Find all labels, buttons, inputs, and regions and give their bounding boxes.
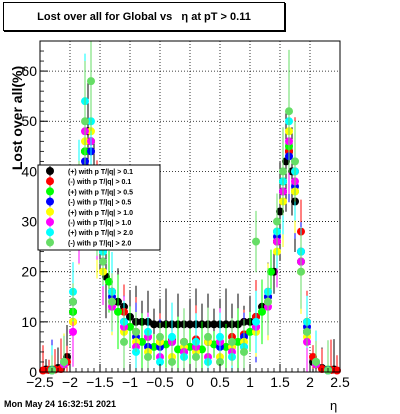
timestamp: Mon May 24 16:32:51 2021	[4, 399, 117, 409]
y-tick-label: 20	[21, 264, 37, 280]
data-point	[192, 352, 200, 361]
data-point	[246, 327, 254, 336]
legend-marker	[46, 197, 54, 206]
data-point	[252, 237, 260, 246]
legend-label: (-) with p T/|q| > 2.0	[68, 240, 131, 247]
data-point	[132, 327, 140, 336]
data-point	[114, 307, 122, 316]
y-tick-label: 40	[21, 163, 37, 179]
legend-marker	[46, 177, 54, 186]
data-point	[240, 347, 248, 356]
x-axis-label: η	[330, 398, 338, 413]
legend-marker	[46, 218, 54, 226]
data-point	[174, 345, 182, 354]
data-point	[264, 297, 272, 306]
data-point	[180, 337, 188, 346]
series-layer	[39, 41, 341, 375]
x-tick-label: −1.5	[86, 374, 114, 390]
data-point	[285, 107, 293, 116]
data-point	[273, 217, 281, 226]
data-point	[60, 357, 68, 366]
x-tick-label: −0.5	[146, 374, 174, 390]
legend-label: (+) with p T/|q| > 2.0	[68, 230, 133, 237]
data-point	[108, 297, 116, 306]
data-point	[168, 332, 176, 341]
x-tick-label: −2	[62, 374, 78, 390]
x-tick-label: −1	[122, 374, 138, 390]
data-point	[150, 320, 158, 329]
legend-marker	[46, 238, 54, 247]
data-point	[132, 347, 140, 356]
data-point	[198, 345, 206, 354]
chart-title: Lost over all for Global vs η at pT > 0.…	[3, 2, 285, 31]
data-point	[105, 277, 113, 286]
data-point	[312, 357, 320, 366]
data-point	[69, 297, 77, 306]
data-point	[69, 327, 77, 336]
legend-label: (+) with p T/|q| > 0.1	[68, 169, 133, 176]
legend-label: (+) with p T/|q| > 1.0	[68, 210, 133, 217]
legend-label: (-) with p T/|q| > 0.5	[68, 200, 131, 207]
data-point	[186, 342, 194, 351]
x-tick-label: 0	[186, 374, 194, 390]
data-point	[81, 117, 89, 126]
data-point	[297, 267, 305, 276]
x-tick-label: 1	[246, 374, 254, 390]
data-point	[216, 357, 224, 366]
data-point	[222, 342, 230, 351]
x-tick-label: −2.5	[26, 374, 54, 390]
x-tick-label: 0.5	[210, 374, 230, 390]
legend: (+) with p T/|q| > 0.1 (-) with p T/|q| >…	[37, 164, 161, 251]
y-tick-label: 50	[21, 113, 37, 129]
legend-marker	[46, 228, 54, 237]
data-point	[126, 322, 134, 331]
data-point	[138, 337, 146, 346]
data-point	[156, 332, 164, 341]
data-point	[252, 317, 260, 326]
legend-label: (+) with p T/|q| > 0.5	[68, 189, 133, 196]
y-tick-label: 0	[29, 364, 37, 380]
data-point	[186, 320, 194, 329]
legend-marker	[46, 167, 54, 175]
data-point	[204, 332, 212, 341]
legend-marker	[46, 187, 54, 196]
data-point	[210, 320, 218, 329]
data-point	[210, 340, 218, 349]
y-axis-label: Lost over all(%)	[9, 65, 25, 171]
data-point	[144, 352, 152, 361]
data-point	[234, 337, 242, 346]
data-point	[87, 77, 95, 86]
legend-label: (-) with p T/|q| > 0.1	[68, 179, 131, 186]
legend-marker	[46, 207, 54, 216]
data-point	[120, 337, 128, 346]
y-tick-label: 10	[21, 314, 37, 330]
x-tick-label: 2	[306, 374, 314, 390]
data-point	[150, 342, 158, 351]
data-point	[291, 157, 299, 166]
x-tick-label: 2.5	[330, 374, 350, 390]
data-point	[99, 257, 107, 266]
data-point	[228, 337, 236, 346]
y-tick-label: 30	[21, 214, 37, 230]
data-point	[156, 357, 164, 366]
data-point	[162, 340, 170, 349]
axis-ticks: −2.5 −2 −1.5 −1 −0.5 0 0.5 1 1.5 2 2.5 0 10 20 30 40 50 6…	[21, 40, 350, 390]
data-point	[258, 307, 266, 316]
data-point	[267, 267, 275, 276]
data-point	[276, 207, 284, 216]
x-tick-label: 1.5	[270, 374, 290, 390]
y-tick-label: 60	[21, 63, 37, 79]
data-point	[216, 332, 224, 341]
legend-label: (-) with p T/|q| > 1.0	[68, 220, 131, 227]
data-point	[279, 167, 287, 176]
legend-box	[37, 164, 161, 251]
data-point	[303, 327, 311, 336]
data-point	[168, 357, 176, 366]
